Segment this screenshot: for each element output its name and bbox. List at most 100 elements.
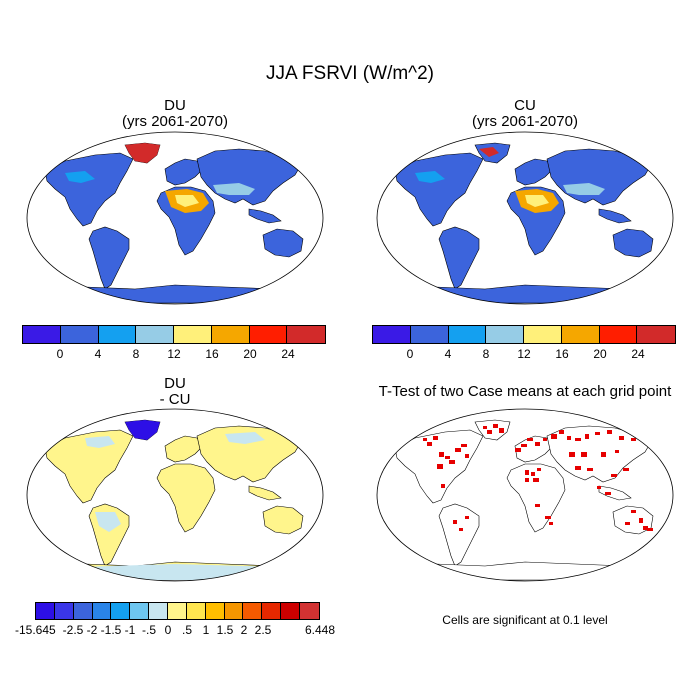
cu-colorbar bbox=[372, 325, 676, 344]
significant-cell bbox=[647, 528, 653, 531]
colorbar-tick-label: 0 bbox=[406, 347, 414, 361]
significant-cell bbox=[595, 432, 600, 435]
significant-cell bbox=[587, 468, 593, 471]
significant-cell bbox=[537, 468, 541, 471]
significant-cell bbox=[461, 444, 467, 447]
colorbar-tick-label: -2.5 bbox=[62, 623, 84, 637]
significant-cell bbox=[545, 516, 551, 519]
colorbar-swatch bbox=[243, 603, 263, 619]
significant-cell bbox=[631, 438, 636, 441]
significant-cell bbox=[525, 478, 529, 482]
colorbar-tick-label: -2 bbox=[86, 623, 98, 637]
significant-cell bbox=[487, 430, 492, 434]
colorbar-swatch bbox=[211, 326, 250, 343]
colorbar-tick-label: 2 bbox=[240, 623, 248, 637]
du-asia-patch bbox=[213, 183, 255, 195]
significant-cell bbox=[445, 456, 450, 459]
colorbar-swatch bbox=[186, 603, 206, 619]
significant-cell bbox=[449, 460, 455, 464]
colorbar-tick-label: 24 bbox=[631, 347, 645, 361]
colorbar-swatch bbox=[54, 603, 74, 619]
colorbar-swatch bbox=[599, 326, 638, 343]
du-map-border bbox=[26, 131, 324, 305]
colorbar-swatch bbox=[281, 603, 301, 619]
significant-cell bbox=[453, 520, 457, 524]
significant-cell bbox=[437, 464, 443, 469]
significant-cell bbox=[601, 452, 606, 457]
colorbar-swatch bbox=[92, 603, 112, 619]
significant-cell bbox=[551, 434, 557, 439]
cu-title: CU bbox=[514, 97, 536, 114]
significant-cell bbox=[611, 474, 617, 477]
diff-panel-title: DU - CU bbox=[75, 376, 275, 408]
ttest-panel-title: T-Test of two Case means at each grid po… bbox=[378, 383, 672, 400]
significant-cell bbox=[521, 444, 527, 447]
significant-cell bbox=[465, 516, 469, 519]
diff-map bbox=[26, 408, 324, 582]
colorbar-tick-label: .5 bbox=[181, 623, 192, 637]
colorbar-tick-label: 0 bbox=[56, 347, 64, 361]
colorbar-tick-label: -.5 bbox=[141, 623, 156, 637]
colorbar-swatch bbox=[224, 603, 244, 619]
cu-map bbox=[376, 131, 674, 305]
colorbar-swatch bbox=[287, 326, 325, 343]
cu-land bbox=[384, 142, 666, 304]
colorbar-swatch bbox=[36, 603, 55, 619]
colorbar-swatch bbox=[524, 326, 562, 343]
colorbar-swatch bbox=[60, 326, 99, 343]
colorbar-tick-label: 24 bbox=[281, 347, 295, 361]
du-title: DU bbox=[164, 97, 186, 114]
colorbar-tick-label: 20 bbox=[243, 347, 257, 361]
diff-land bbox=[34, 419, 316, 581]
colorbar-swatch bbox=[486, 326, 524, 343]
colorbar-swatch bbox=[130, 603, 150, 619]
colorbar-swatch bbox=[136, 326, 174, 343]
colorbar-tick-label: 1 bbox=[202, 623, 210, 637]
colorbar-swatch bbox=[111, 603, 131, 619]
significant-cell bbox=[525, 470, 529, 475]
significant-cell bbox=[549, 522, 553, 525]
colorbar-swatch bbox=[637, 326, 675, 343]
du-land bbox=[34, 142, 316, 304]
significant-cell bbox=[441, 484, 445, 488]
du-map bbox=[26, 131, 324, 305]
colorbar-tick-label: 12 bbox=[517, 347, 531, 361]
colorbar-swatch bbox=[249, 326, 288, 343]
significant-cell bbox=[569, 452, 575, 457]
significant-cell bbox=[639, 518, 643, 523]
ttest-map bbox=[376, 408, 674, 582]
significant-cell bbox=[615, 450, 619, 453]
significant-cell bbox=[459, 528, 463, 531]
colorbar-swatch bbox=[174, 326, 212, 343]
significant-cell bbox=[423, 438, 427, 441]
colorbar-tick-label: -15.645 bbox=[15, 623, 56, 637]
diff-title: DU bbox=[164, 375, 186, 392]
significant-cell bbox=[527, 438, 533, 441]
colorbar-swatch bbox=[300, 603, 319, 619]
significant-cell bbox=[533, 478, 539, 482]
figure-title: JJA FSRVI (W/m^2) bbox=[266, 63, 434, 84]
ttest-significant-cells bbox=[423, 424, 653, 531]
significant-cell bbox=[567, 436, 571, 440]
colorbar-swatch bbox=[98, 326, 137, 343]
colorbar-tick-label: 12 bbox=[167, 347, 181, 361]
colorbar-swatch bbox=[262, 603, 282, 619]
colorbar-tick-label: 8 bbox=[132, 347, 140, 361]
significant-cell bbox=[439, 452, 444, 457]
colorbar-swatch bbox=[561, 326, 600, 343]
significant-cell bbox=[607, 430, 612, 434]
significant-cell bbox=[427, 442, 432, 446]
diff-colorbar bbox=[35, 602, 320, 620]
significant-cell bbox=[535, 504, 540, 507]
du-colorbar bbox=[22, 325, 326, 344]
colorbar-tick-label: 6.448 bbox=[304, 623, 336, 637]
significant-cell bbox=[559, 430, 564, 434]
colorbar-tick-label: -1 bbox=[124, 623, 136, 637]
cu-map-border bbox=[376, 131, 674, 305]
significant-cell bbox=[465, 454, 469, 458]
colorbar-swatch bbox=[73, 603, 93, 619]
significant-cell bbox=[433, 436, 438, 440]
colorbar-tick-label: 8 bbox=[482, 347, 490, 361]
colorbar-tick-label: 16 bbox=[205, 347, 219, 361]
diff-greenland-negative bbox=[125, 420, 160, 440]
